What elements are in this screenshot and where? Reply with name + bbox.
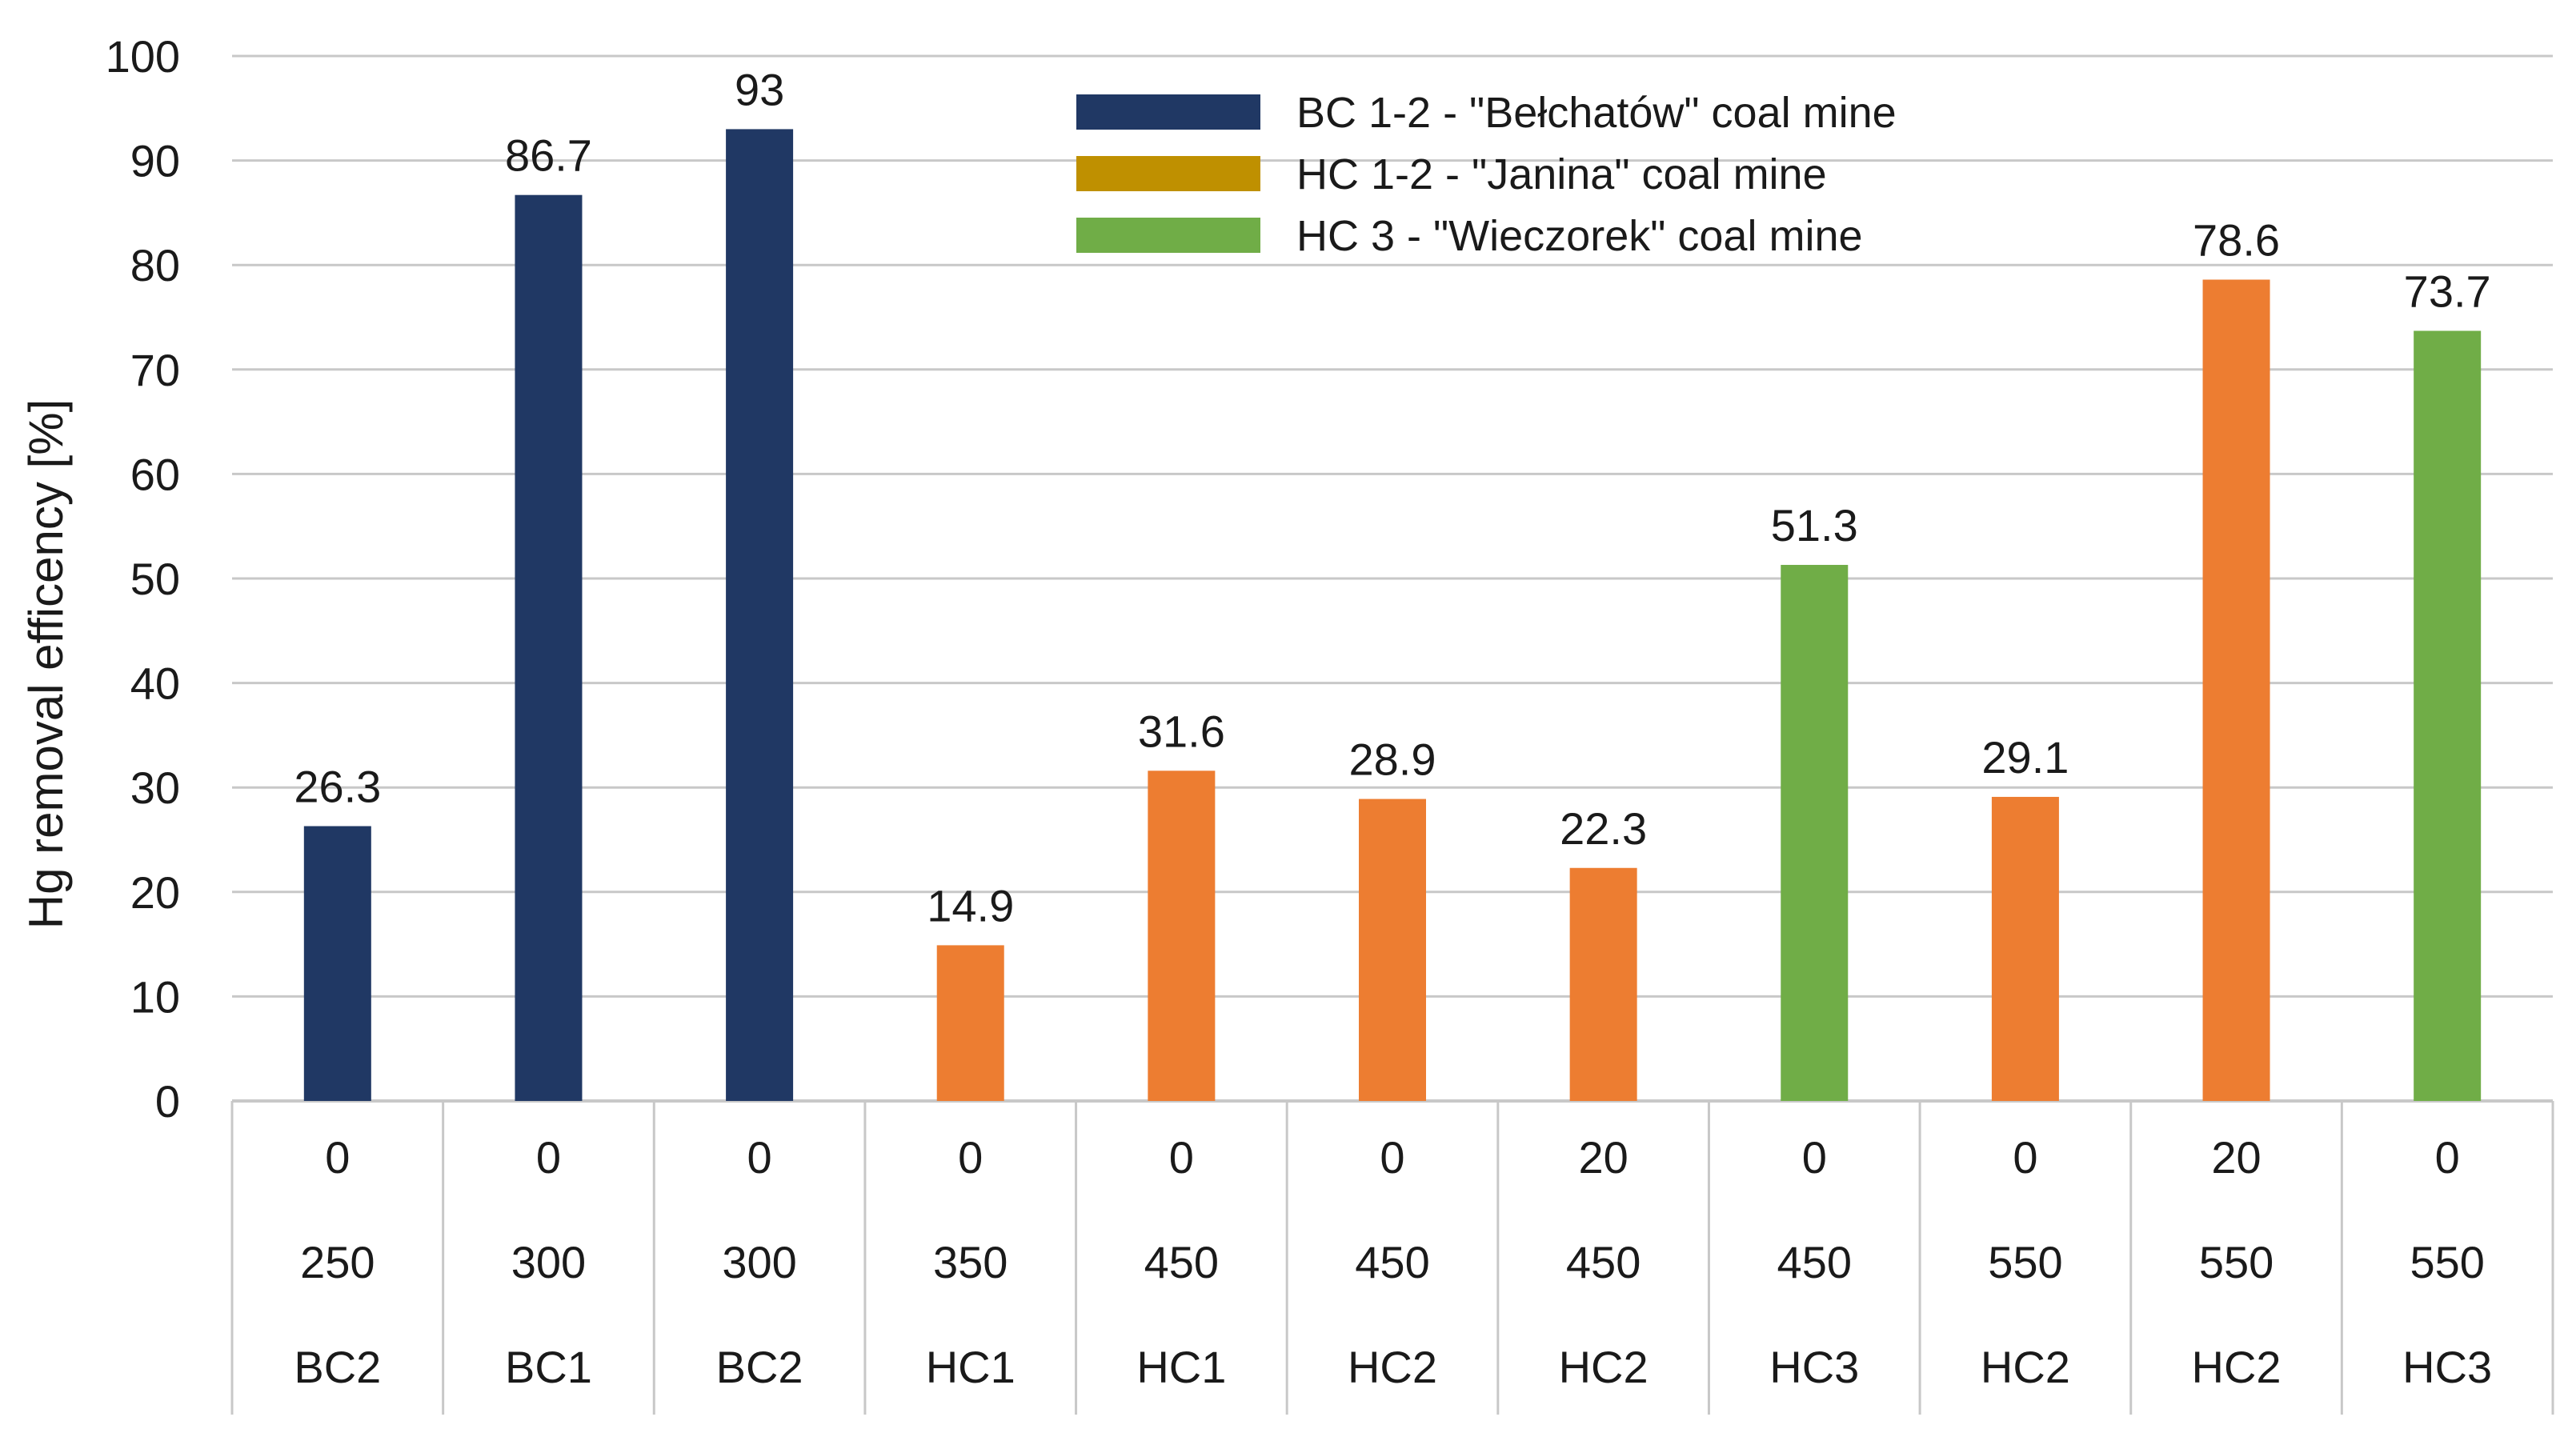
category-label: 300 — [511, 1237, 586, 1287]
category-label: 0 — [2435, 1132, 2460, 1183]
category-label: 0 — [1169, 1132, 1194, 1183]
y-tick-label: 40 — [130, 658, 180, 709]
legend-swatch — [1076, 94, 1260, 130]
category-label: 20 — [2211, 1132, 2261, 1183]
category-label: HC3 — [1769, 1342, 1859, 1392]
category-label: HC2 — [2192, 1342, 2282, 1392]
legend-swatch — [1076, 156, 1260, 191]
data-label: 73.7 — [2404, 266, 2491, 316]
legend: BC 1-2 - "Bełchatów" coal mine HC 1-2 - "… — [1076, 89, 1897, 260]
category-label: HC3 — [2402, 1342, 2492, 1392]
data-label: 93 — [735, 64, 784, 114]
y-axis-title: Hg removal efficency [%] — [19, 399, 73, 930]
category-label: 350 — [933, 1237, 1008, 1287]
bar — [1359, 799, 1426, 1101]
bar — [1569, 867, 1637, 1101]
bar — [303, 826, 371, 1101]
data-label: 78.6 — [2193, 214, 2280, 265]
data-label: 28.9 — [1349, 735, 1436, 785]
bar — [1991, 796, 2059, 1101]
bar — [726, 129, 794, 1101]
category-label: BC1 — [505, 1342, 592, 1392]
y-tick-label: 10 — [130, 971, 180, 1022]
legend-swatch — [1076, 218, 1260, 253]
category-label: 550 — [2199, 1237, 2274, 1287]
y-axis-ticks: 0 10 20 30 40 50 60 70 80 90 100 — [106, 31, 180, 1127]
data-label: 86.7 — [505, 130, 592, 181]
category-label: HC2 — [1559, 1342, 1649, 1392]
y-tick-label: 30 — [130, 763, 180, 813]
category-label: 0 — [747, 1132, 772, 1183]
legend-label: HC 3 - "Wieczorek" coal mine — [1296, 212, 1863, 260]
data-label: 22.3 — [1560, 803, 1647, 854]
category-label: HC1 — [926, 1342, 1016, 1392]
y-tick-label: 20 — [130, 867, 180, 918]
category-label: HC2 — [1981, 1342, 2070, 1392]
y-tick-label: 0 — [155, 1076, 180, 1127]
category-label: 450 — [1777, 1237, 1852, 1287]
bar — [2414, 330, 2482, 1101]
category-label: 0 — [325, 1132, 350, 1183]
bar — [515, 194, 583, 1101]
bars — [303, 129, 2482, 1101]
y-tick-label: 100 — [106, 31, 180, 82]
legend-label: BC 1-2 - "Bełchatów" coal mine — [1296, 89, 1897, 137]
category-label: HC2 — [1348, 1342, 1437, 1392]
category-label: 0 — [1380, 1132, 1404, 1183]
category-label: 20 — [1578, 1132, 1628, 1183]
category-label: 0 — [2013, 1132, 2037, 1183]
bar — [936, 945, 1004, 1101]
legend-label: HC 1-2 - "Janina" coal mine — [1296, 150, 1827, 198]
category-label: 0 — [1802, 1132, 1827, 1183]
category-label: 450 — [1144, 1237, 1219, 1287]
data-label: 51.3 — [1771, 500, 1858, 550]
category-label: 550 — [2410, 1237, 2484, 1287]
data-labels: 26.3 86.7 93 14.9 31.6 28.9 22.3 51.3 29.1 78.6 73… — [294, 64, 2490, 931]
y-tick-label: 70 — [130, 345, 180, 395]
bar — [2202, 279, 2270, 1101]
category-label: 0 — [536, 1132, 561, 1183]
category-label: 450 — [1566, 1237, 1641, 1287]
gridlines — [232, 54, 2553, 998]
data-label: 14.9 — [927, 880, 1014, 931]
category-label: 300 — [722, 1237, 796, 1287]
y-tick-label: 90 — [130, 136, 180, 186]
bar — [1148, 771, 1216, 1101]
y-tick-label: 80 — [130, 240, 180, 290]
data-label: 31.6 — [1138, 706, 1225, 756]
bar — [1781, 565, 1849, 1101]
category-label: 550 — [1988, 1237, 2062, 1287]
category-label: 450 — [1355, 1237, 1429, 1287]
y-tick-label: 50 — [130, 554, 180, 604]
y-tick-label: 60 — [130, 449, 180, 499]
data-label: 29.1 — [1981, 732, 2069, 783]
category-label: BC2 — [716, 1342, 803, 1392]
category-label: 250 — [300, 1237, 375, 1287]
category-label: 0 — [958, 1132, 983, 1183]
data-label: 26.3 — [294, 762, 381, 812]
category-label: BC2 — [294, 1342, 381, 1392]
category-label: HC1 — [1136, 1342, 1226, 1392]
